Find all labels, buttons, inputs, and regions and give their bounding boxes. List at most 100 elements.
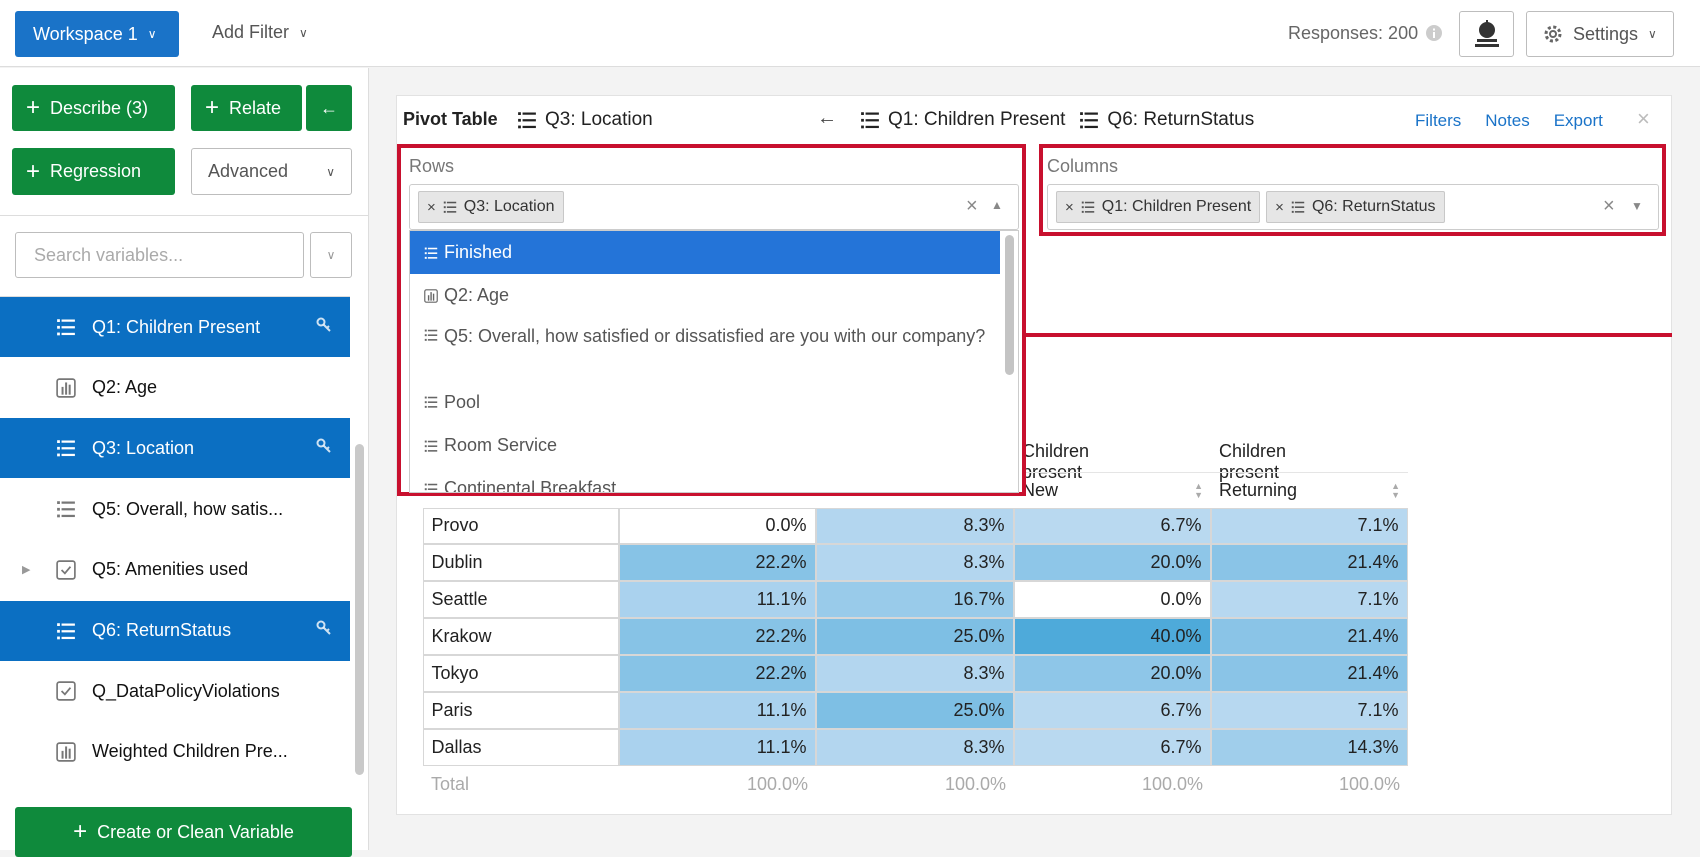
check-icon <box>56 560 76 580</box>
expand-caret: ▶ <box>22 563 30 576</box>
list-icon <box>1081 200 1095 214</box>
info-icon[interactable] <box>1425 24 1443 42</box>
table-cell: 8.3% <box>816 508 1014 545</box>
describe-button[interactable]: +Describe (3) <box>12 85 175 131</box>
list-icon <box>56 621 76 641</box>
swap-arrow[interactable]: ← <box>817 107 837 130</box>
chip-remove: × <box>1275 199 1284 216</box>
variable-item[interactable]: Q_DataPolicyViolations <box>0 661 350 721</box>
chevron: ∨ <box>326 165 335 179</box>
dropdown-scrollbar[interactable] <box>1005 235 1014 375</box>
rows-toggle[interactable]: ▲ <box>991 198 1003 212</box>
row-label: Paris <box>423 692 619 729</box>
row-label: Krakow <box>423 618 619 655</box>
search-input[interactable]: Search variables... <box>15 232 304 278</box>
row-label: Seattle <box>423 581 619 618</box>
option-label: Continental Breakfast <box>444 478 616 493</box>
add-filter-label: Add Filter <box>212 22 289 44</box>
panel-link[interactable]: Filters <box>1415 111 1461 131</box>
table-cell: 11.1% <box>619 692 816 729</box>
chip-remove: × <box>427 199 436 216</box>
rows-clear[interactable]: × <box>966 195 978 218</box>
regression-button[interactable]: +Regression <box>12 148 175 195</box>
variable-list: Q1: Children Present Q2: Age Q3: Location Q… <box>0 296 350 790</box>
table-cell: 11.1% <box>619 581 816 618</box>
variable-item[interactable]: Weighted Children Pre... <box>0 722 350 782</box>
variable-item[interactable]: Q5: Overall, how satis... <box>0 479 350 539</box>
option-label: Finished <box>444 242 512 263</box>
dropdown-option[interactable]: Finished <box>410 231 1000 274</box>
rows-select[interactable]: × Q3: Location <box>409 184 1019 230</box>
settings-button[interactable]: Settings∨ <box>1526 11 1674 57</box>
columns-toggle[interactable]: ▼ <box>1631 199 1643 213</box>
sort-arrows[interactable]: ▲▼ <box>1391 482 1400 500</box>
table-cell: 21.4% <box>1211 544 1408 581</box>
dropdown-option[interactable]: Continental Breakfast <box>410 467 1000 493</box>
table-cell: 21.4% <box>1211 618 1408 655</box>
panel-link[interactable]: Export <box>1554 111 1603 131</box>
plus: + <box>26 158 40 186</box>
sidebar-divider <box>0 215 369 216</box>
chip-label: Q1: Children Present <box>1102 198 1251 216</box>
columns-clear[interactable]: × <box>1603 195 1615 218</box>
variable-item[interactable]: ▶Q5: Amenities used <box>0 540 350 600</box>
variable-item[interactable]: Q2: Age <box>0 358 350 418</box>
dropdown-option[interactable]: Q2: Age <box>410 274 1000 317</box>
panel-link[interactable]: Notes <box>1485 111 1529 131</box>
columns-select[interactable]: ×Q1: Children Present×Q6: ReturnStatus <box>1047 184 1659 230</box>
bar-icon <box>56 742 76 762</box>
dropdown-option[interactable]: Room Service <box>410 424 1000 467</box>
list-icon <box>424 395 438 409</box>
table-cell: 8.3% <box>816 729 1014 766</box>
variable-item[interactable]: Q1: Children Present <box>0 297 350 357</box>
advanced-button[interactable]: Advanced ∨ <box>191 148 352 195</box>
scrollbar[interactable] <box>355 444 364 775</box>
key-icon <box>316 620 332 641</box>
row-variable-label: Q3: Location <box>545 109 653 131</box>
option-label: Q5: Overall, how satisfied or dissatisfi… <box>444 326 985 346</box>
row-label: Provo <box>423 508 619 545</box>
table-cell: 6.7% <box>1014 729 1211 766</box>
chip-label: Q3: Location <box>464 198 555 216</box>
variable-label: Q3: Location <box>92 438 194 459</box>
advanced-label: Advanced <box>208 161 288 182</box>
table-cell: 16.7% <box>816 581 1014 618</box>
chip[interactable]: ×Q1: Children Present <box>1056 191 1260 223</box>
apple-icon <box>1474 19 1500 49</box>
table-cell: 7.1% <box>1211 508 1408 545</box>
panel-links: Filters Notes Export <box>1415 111 1603 131</box>
variable-label: Q1: Children Present <box>92 317 260 338</box>
list-icon <box>860 110 880 130</box>
dropdown-option[interactable]: Pool <box>410 380 1000 424</box>
create-label: Create or Clean Variable <box>97 822 294 843</box>
swap-button[interactable]: ← <box>306 85 352 131</box>
table-cell: 25.0% <box>816 618 1014 655</box>
variable-label: Q6: ReturnStatus <box>92 620 231 641</box>
row-label: Dallas <box>423 729 619 766</box>
chip[interactable]: ×Q6: ReturnStatus <box>1266 191 1444 223</box>
list-icon <box>424 246 438 260</box>
list-icon <box>1291 200 1305 214</box>
close-button[interactable]: × <box>1637 106 1650 132</box>
relate-button[interactable]: +Relate <box>191 85 302 131</box>
table-cell: 20.0% <box>1014 655 1211 692</box>
chip[interactable]: × Q3: Location <box>418 191 564 223</box>
table-cell: 14.3% <box>1211 729 1408 766</box>
sort-arrows[interactable]: ▲▼ <box>1194 482 1203 500</box>
add-filter[interactable]: Add Filter∨ <box>212 22 308 44</box>
total-cell: 100.0% <box>619 766 816 803</box>
table-cell: 7.1% <box>1211 581 1408 618</box>
relate-label: Relate <box>229 98 281 119</box>
list-icon <box>443 200 457 214</box>
list-icon <box>517 110 537 130</box>
option-label: Pool <box>444 392 480 413</box>
column-sub-label: Returning <box>1219 480 1297 501</box>
workspace-button[interactable]: Workspace 1∨ <box>15 11 179 57</box>
search-dropdown[interactable]: ∨ <box>310 232 352 278</box>
variable-item[interactable]: Q6: ReturnStatus <box>0 601 350 661</box>
variable-item[interactable]: Q3: Location <box>0 418 350 478</box>
key-icon <box>316 438 332 459</box>
variable-label: Q2: Age <box>92 377 157 398</box>
dropdown-option[interactable]: Q5: Overall, how satisfied or dissatisfi… <box>410 317 1000 380</box>
apple-button[interactable] <box>1459 11 1514 57</box>
